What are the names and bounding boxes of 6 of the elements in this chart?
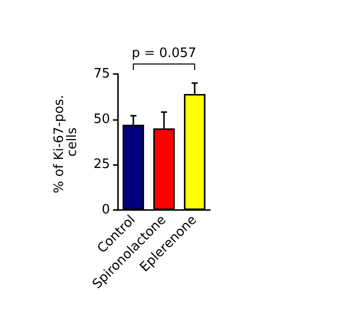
y-tick-label: 25	[93, 157, 110, 172]
y-tick-label: 0	[102, 202, 110, 218]
y-tick-label: 50	[93, 112, 110, 127]
text: p = 0.057	[132, 46, 196, 61]
y-axis-title: % of Ki-67-pos. cells	[52, 90, 80, 194]
y-tick-label: 75	[93, 66, 110, 82]
